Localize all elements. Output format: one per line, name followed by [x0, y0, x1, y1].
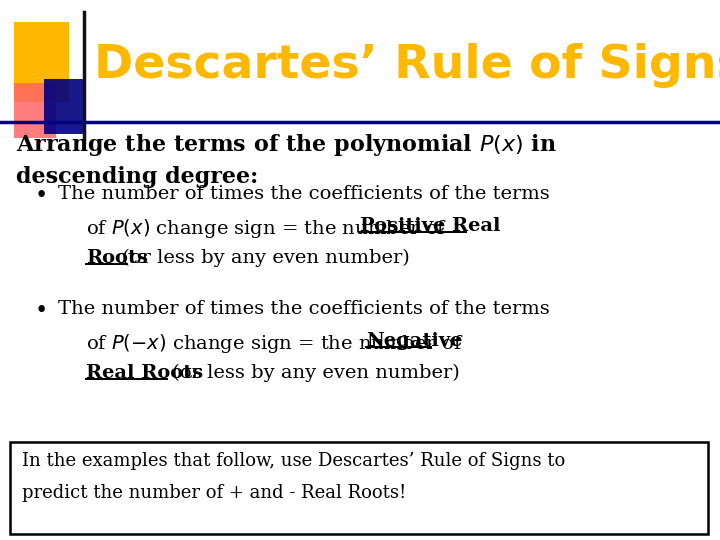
Bar	[14, 22, 69, 102]
Text: The number of times the coefficients of the terms: The number of times the coefficients of …	[58, 300, 550, 318]
Bar	[44, 79, 86, 134]
Text: of $P(-x)$ change sign = the number of: of $P(-x)$ change sign = the number of	[86, 332, 464, 355]
Text: •: •	[35, 300, 48, 322]
Text: (or less by any even number): (or less by any even number)	[116, 249, 410, 267]
Text: Descartes’ Rule of Signs: Descartes’ Rule of Signs	[94, 44, 720, 89]
Text: Roots: Roots	[86, 249, 148, 267]
Text: Arrange the terms of the polynomial $P(x)$ in
descending degree:: Arrange the terms of the polynomial $P(x…	[16, 132, 557, 187]
Text: Positive Real: Positive Real	[360, 217, 500, 235]
Text: (or less by any even number): (or less by any even number)	[166, 364, 460, 382]
Text: The number of times the coefficients of the terms: The number of times the coefficients of …	[58, 185, 550, 203]
Text: of $P(x)$ change sign = the number of: of $P(x)$ change sign = the number of	[86, 217, 447, 240]
Text: Negative: Negative	[366, 332, 462, 350]
Text: In the examples that follow, use Descartes’ Rule of Signs to: In the examples that follow, use Descart…	[22, 452, 565, 470]
Text: predict the number of + and - Real Roots!: predict the number of + and - Real Roots…	[22, 484, 406, 502]
Text: •: •	[35, 185, 48, 207]
FancyBboxPatch shape	[10, 442, 708, 534]
Text: Real Roots: Real Roots	[86, 364, 203, 382]
Bar	[14, 83, 56, 138]
